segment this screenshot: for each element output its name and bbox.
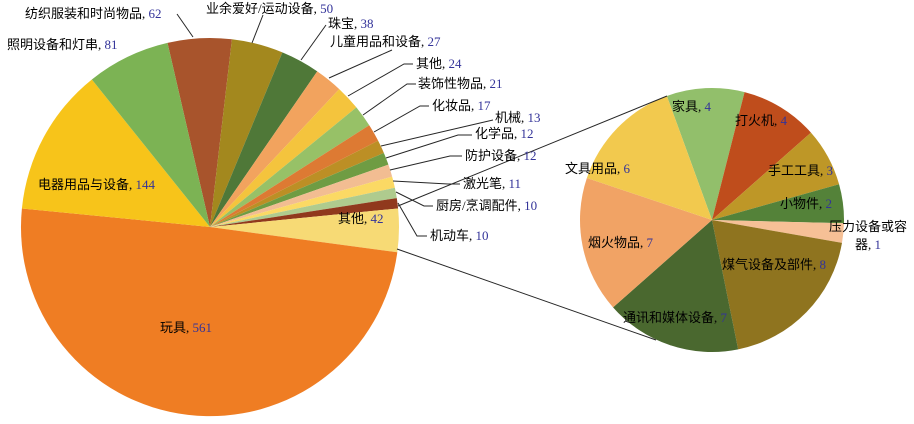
label-leader-line — [328, 49, 393, 79]
label-leader-line — [380, 119, 494, 147]
slice-stationery — [586, 95, 712, 220]
slice-pressure-vessels — [712, 220, 844, 243]
label-gas-equipment: 煤气设备及部件8 — [722, 257, 826, 272]
slice-electrical-appliances — [21, 79, 210, 227]
slice-furniture — [666, 87, 745, 220]
slice-chemicals — [210, 152, 389, 227]
slice-textiles-fashion — [167, 37, 232, 227]
label-fireworks: 烟火物品7 — [588, 235, 653, 250]
slice-communication-media — [613, 220, 739, 352]
label-lighting: 照明设备和灯串81 — [7, 37, 118, 52]
slice-children-products — [210, 71, 340, 227]
label-protective-equipment: 防护设备12 — [465, 148, 537, 163]
label-children-products: 儿童用品和设备27 — [330, 34, 441, 49]
label-kitchen-accessories: 厨房/烹调配件10 — [436, 198, 537, 213]
label-leader-line — [373, 105, 429, 133]
label-furniture: 家具4 — [672, 99, 711, 114]
label-hobby-sports: 业余爱好/运动设备50 — [206, 1, 333, 16]
label-leader-line — [389, 155, 462, 171]
label-leader-line — [392, 180, 460, 185]
label-motor-vehicles: 机动车10 — [430, 228, 489, 243]
label-chemicals: 化学品12 — [475, 126, 534, 141]
slice-hand-tools — [712, 132, 840, 220]
label-pressure-vessels: 压力设备或容器1 — [828, 218, 908, 254]
slice-other-grouped — [210, 208, 400, 253]
label-machinery: 机械13 — [495, 110, 541, 125]
label-leader-line — [395, 191, 433, 207]
label-leader-line — [347, 63, 413, 97]
slice-small-items — [712, 184, 845, 224]
series-connector-line — [396, 248, 657, 341]
label-leader-line — [397, 202, 427, 237]
label-textiles-fashion: 纺织服装和时尚物品62 — [25, 6, 162, 21]
slice-hobby-sports — [210, 39, 283, 227]
label-decorative-items: 装饰性物品21 — [418, 76, 503, 91]
series-connector-line — [397, 95, 668, 207]
slice-toys — [20, 208, 398, 417]
label-small-items: 小物件2 — [780, 196, 832, 211]
label-other-grouped: 其他42 — [338, 211, 384, 226]
label-other-small: 其他24 — [416, 56, 462, 71]
slice-jewelry — [210, 52, 318, 227]
label-leader-line — [176, 13, 194, 38]
label-jewelry: 珠宝38 — [328, 16, 374, 31]
slice-machinery — [210, 140, 384, 227]
label-lighters: 打火机4 — [735, 113, 787, 128]
slice-fireworks — [579, 177, 712, 308]
label-leader-line — [362, 83, 416, 116]
label-electrical-appliances: 电器用品与设备144 — [38, 177, 155, 192]
slice-laser-pens — [210, 176, 395, 227]
label-leader-line — [300, 24, 327, 61]
label-stationery: 文具用品6 — [565, 161, 630, 176]
slice-lighting — [91, 42, 210, 228]
slice-decorative-items — [210, 107, 370, 227]
main-pie — [20, 37, 400, 417]
slice-gas-equipment — [712, 220, 842, 350]
slice-protective-equipment — [210, 164, 393, 227]
slice-lighters — [712, 92, 811, 220]
slice-kitchen-accessories — [210, 187, 397, 227]
label-hand-tools: 手工工具3 — [768, 163, 833, 178]
label-cosmetics: 化妆品17 — [432, 98, 491, 113]
slice-cosmetics — [210, 125, 379, 227]
label-leader-line — [251, 14, 264, 44]
secondary-pie — [579, 87, 845, 352]
label-toys: 玩具561 — [160, 320, 212, 335]
label-leader-line — [385, 134, 472, 159]
label-laser-pens: 激光笔11 — [463, 176, 521, 191]
slice-motor-vehicles — [210, 198, 399, 227]
slice-other-small — [210, 89, 357, 227]
label-communication-media: 通讯和媒体设备7 — [623, 310, 727, 325]
